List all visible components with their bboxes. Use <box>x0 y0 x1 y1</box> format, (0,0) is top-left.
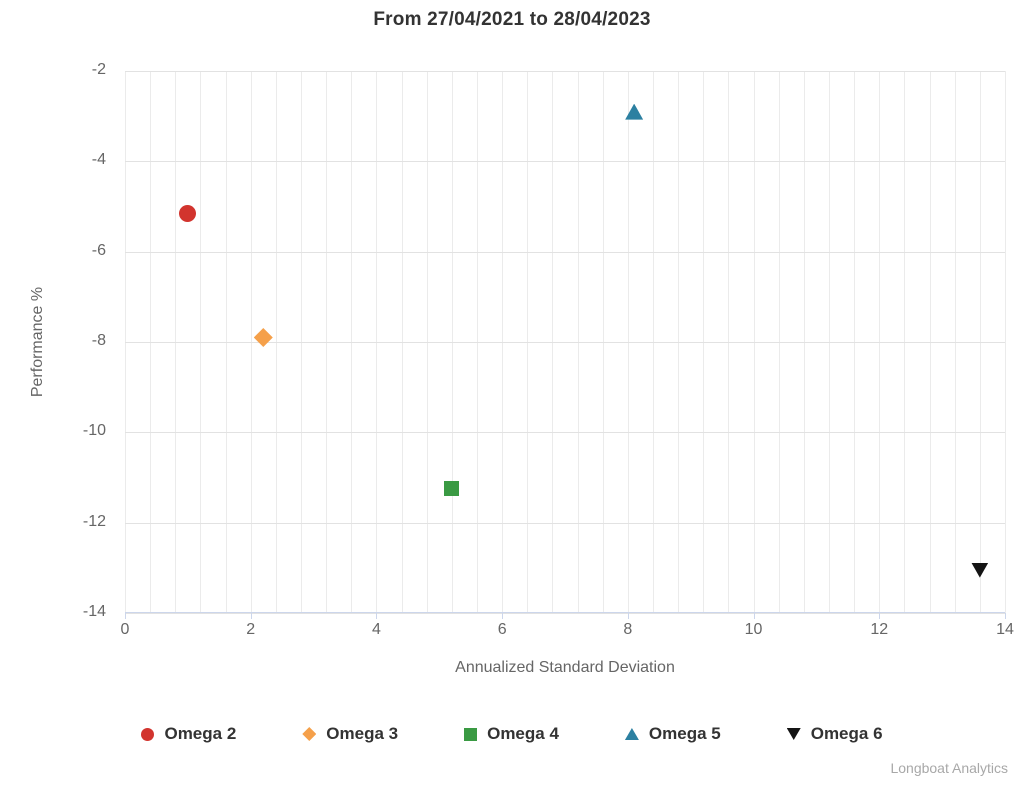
y-tick-label: -10 <box>82 422 106 440</box>
x-tick-label: 4 <box>371 621 381 638</box>
y-tick-label: -6 <box>91 241 106 259</box>
square-marker-icon <box>464 727 478 741</box>
y-tick-label: -12 <box>82 512 106 530</box>
x-tick-label: 14 <box>996 621 1014 638</box>
legend-item-omega-4[interactable]: Omega 4 <box>464 724 559 744</box>
major-gridline-horizontal <box>125 522 1005 524</box>
legend-item-omega-6[interactable]: Omega 6 <box>786 724 883 744</box>
x-tick-label: 12 <box>870 621 889 638</box>
legend-item-omega-2[interactable]: Omega 2 <box>141 724 236 744</box>
y-tick-label: -2 <box>91 61 106 78</box>
circle-marker-icon <box>141 727 155 741</box>
x-axis-tick-mark <box>250 613 252 619</box>
x-axis-line <box>125 612 1005 613</box>
minor-gridline-vertical <box>1005 71 1006 613</box>
diamond-marker-icon <box>302 727 317 741</box>
x-axis-tick-mark <box>627 613 629 619</box>
x-axis-tick-mark <box>502 613 504 619</box>
triangle-up-marker-icon <box>624 728 639 740</box>
y-tick-label: -8 <box>91 332 106 349</box>
chart-title: From 27/04/2021 to 28/04/2023 <box>373 9 651 30</box>
x-axis-tick-mark <box>376 613 378 619</box>
x-tick-label: 6 <box>497 621 507 638</box>
plot-area <box>125 71 1006 619</box>
x-axis-tick-mark <box>1005 613 1006 619</box>
legend-item-omega-3[interactable]: Omega 3 <box>302 724 398 744</box>
x-tick-label: 10 <box>744 621 763 638</box>
y-tick-label: -4 <box>91 151 106 169</box>
x-tick-label: 2 <box>246 621 256 638</box>
x-axis-tick-mark <box>753 613 755 619</box>
credits-label: Longboat Analytics <box>890 760 1008 776</box>
legend-label: Omega 4 <box>487 724 559 743</box>
x-axis-title: Annualized Standard Deviation <box>455 659 675 676</box>
x-tick-label: 8 <box>623 621 633 638</box>
data-point-omega-3[interactable] <box>253 327 273 347</box>
legend-label: Omega 6 <box>810 724 883 743</box>
y-tick-label: -14 <box>82 603 106 620</box>
data-point-omega-2[interactable] <box>179 204 197 222</box>
major-gridline-horizontal <box>125 251 1005 253</box>
data-point-omega-4[interactable] <box>444 481 460 497</box>
data-point-omega-6[interactable] <box>971 562 989 578</box>
major-gridline-horizontal <box>125 71 1005 72</box>
major-gridline-horizontal <box>125 613 1005 614</box>
legend-label: Omega 3 <box>326 724 399 743</box>
x-axis-tick-mark <box>879 613 881 619</box>
major-gridline-horizontal <box>125 432 1005 434</box>
x-tick-label: 0 <box>120 621 130 638</box>
major-gridline-horizontal <box>125 161 1005 163</box>
triangle-down-marker-icon <box>786 728 801 740</box>
legend: Omega 2 Omega 3 Omega 4 Omega 5 Omega 6 <box>0 719 1024 749</box>
legend-label: Omega 2 <box>164 724 237 743</box>
major-gridline-horizontal <box>125 342 1005 343</box>
legend-label: Omega 5 <box>648 724 721 743</box>
legend-item-omega-5[interactable]: Omega 5 <box>624 724 721 744</box>
x-axis-tick-mark <box>125 613 126 619</box>
